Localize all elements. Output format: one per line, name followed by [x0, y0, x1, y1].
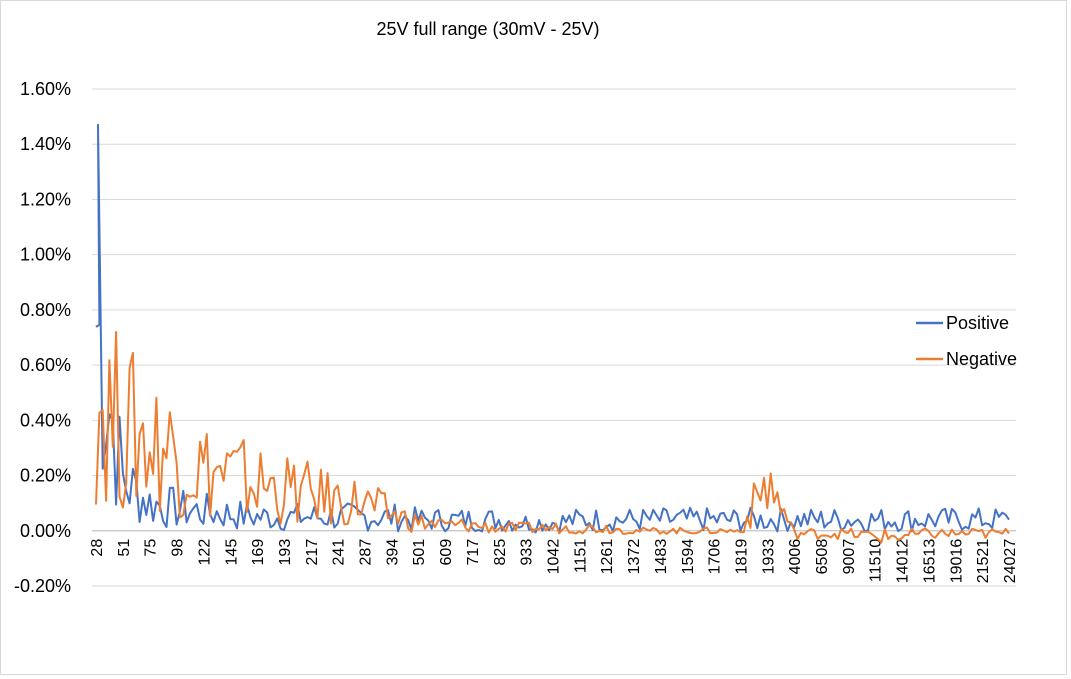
x-tick-label: 1261	[599, 539, 616, 575]
x-tick-label: 1151	[572, 539, 589, 574]
y-tick-label: 0.40%	[20, 410, 71, 430]
x-tick-label: 1372	[626, 539, 643, 575]
chart-title: 25V full range (30mV - 25V)	[376, 19, 600, 39]
y-tick-label: 1.20%	[20, 189, 71, 209]
x-tick-label: 14012	[895, 539, 912, 584]
x-tick-label: 4006	[787, 539, 804, 575]
x-tick-label: 287	[358, 539, 375, 566]
y-axis-ticks: 1.60% 1.40% 1.20% 1.00% 0.80% 0.60% 0.40% 0.20%…	[14, 79, 71, 596]
x-tick-label: 193	[277, 539, 294, 566]
x-tick-label: 6508	[814, 539, 831, 575]
x-tick-label: 24027	[1002, 539, 1019, 584]
x-tick-label: 825	[492, 539, 509, 566]
x-tick-label: 217	[304, 539, 321, 566]
x-tick-label: 1933	[760, 539, 777, 575]
x-tick-label: 11510	[868, 539, 885, 582]
y-tick-label: 0.80%	[20, 300, 71, 320]
x-tick-label: 394	[384, 539, 401, 566]
x-tick-label: 241	[331, 539, 348, 566]
x-tick-label: 169	[250, 539, 267, 566]
x-tick-label: 501	[411, 539, 428, 566]
legend: Positive Negative	[916, 313, 1017, 369]
x-tick-label: 21521	[975, 539, 992, 584]
y-tick-label: 1.60%	[20, 79, 71, 99]
x-tick-label: 19016	[948, 539, 965, 584]
x-tick-label: 1483	[653, 539, 670, 575]
legend-label-positive: Positive	[946, 313, 1009, 333]
x-tick-label: 9007	[841, 539, 858, 575]
x-tick-label: 75	[143, 539, 160, 557]
series-line-negative	[95, 330, 1010, 544]
x-tick-label: 1042	[546, 539, 563, 575]
x-tick-label: 1819	[733, 539, 750, 575]
x-tick-label: 1594	[680, 539, 697, 575]
x-tick-label: 933	[519, 539, 536, 566]
gridlines	[92, 88, 1016, 587]
y-tick-label: 1.40%	[20, 134, 71, 154]
series-lines	[95, 123, 1010, 544]
x-tick-label: 145	[223, 539, 240, 566]
y-tick-label: 1.00%	[20, 245, 71, 265]
y-tick-label: -0.20%	[14, 576, 71, 596]
y-tick-label: 0.20%	[20, 466, 71, 486]
x-tick-label: 51	[116, 539, 133, 557]
x-tick-label: 28	[89, 539, 106, 557]
x-tick-label: 98	[170, 539, 187, 557]
x-tick-label: 609	[438, 539, 455, 566]
legend-label-negative: Negative	[946, 349, 1017, 369]
x-tick-label: 717	[465, 539, 482, 566]
series-line-positive	[95, 123, 1010, 534]
y-tick-label: 0.60%	[20, 355, 71, 375]
x-axis-ticks: 28 51 75 98 122 145 169 193 217 241 287 394 501 609 71…	[89, 539, 1019, 584]
x-tick-label: 122	[196, 539, 213, 566]
x-tick-label: 1706	[707, 539, 724, 575]
x-tick-label: 16513	[921, 539, 938, 584]
y-tick-label: 0.00%	[20, 521, 71, 541]
